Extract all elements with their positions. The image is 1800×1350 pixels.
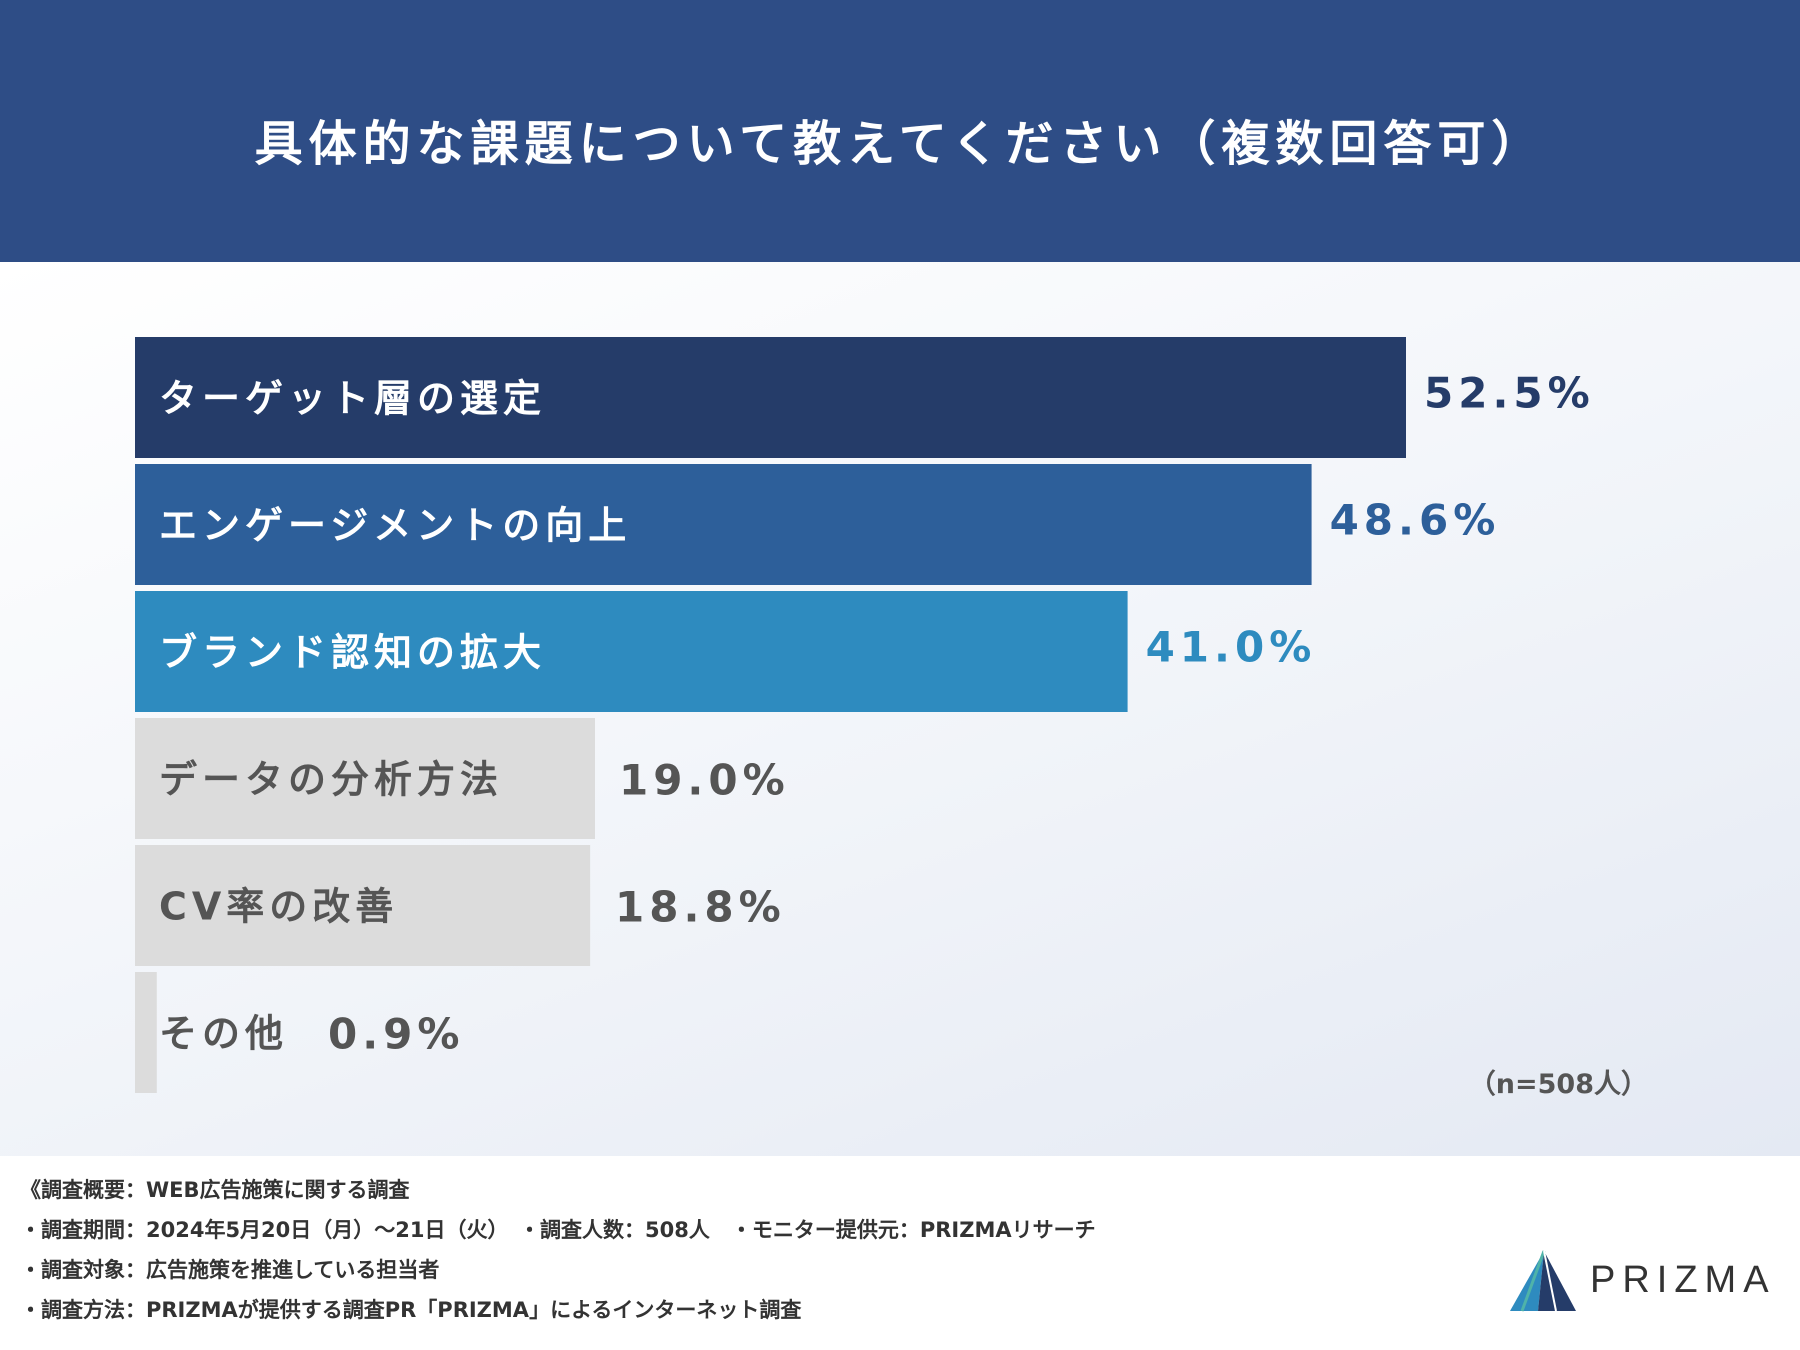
value-label: 19.0%: [619, 756, 790, 805]
value-label: 48.6%: [1330, 496, 1501, 545]
category-label: ブランド認知の拡大: [159, 631, 546, 675]
value-label: 41.0%: [1146, 623, 1317, 672]
bar: [135, 845, 591, 966]
chart-area: ターゲット層の選定 52.5% エンゲージメントの向上 48.6% ブランド認知の拡大 4…: [0, 262, 1800, 1156]
bar: [135, 591, 1128, 712]
logo-text: PRIZMA: [1590, 1259, 1776, 1301]
sample-size-note: （n=508人）: [1468, 1069, 1648, 1100]
category-label: その他: [159, 1012, 288, 1056]
survey-period: ・調査期間：2024年5月20日（月）～21日（火） ・調査人数：508人 ・モ…: [20, 1218, 1096, 1242]
category-label: データの分析方法: [159, 758, 503, 802]
survey-method: ・調査方法：PRIZMAが提供する調査PR「PRIZMA」によるインターネット調…: [20, 1298, 802, 1322]
survey-summary: 《調査概要：WEB広告施策に関する調査: [20, 1178, 410, 1202]
bar: [135, 972, 157, 1093]
bar-chart: ターゲット層の選定 52.5% エンゲージメントの向上 48.6% ブランド認知の拡大 4…: [135, 337, 1595, 1093]
category-label: CV率の改善: [159, 885, 398, 929]
bar: [135, 337, 1406, 458]
prizma-logo: PRIZMA: [1508, 1249, 1769, 1319]
category-label: エンゲージメントの向上: [159, 504, 631, 548]
category-label: ターゲット層の選定: [159, 377, 546, 421]
value-label: 0.9%: [328, 1010, 464, 1059]
header-banner: 具体的な課題について教えてください（複数回答可）: [0, 0, 1800, 262]
survey-target: ・調査対象：広告施策を推進している担当者: [20, 1258, 440, 1282]
value-label: 18.8%: [615, 883, 786, 932]
bar: [135, 718, 595, 839]
page-title: 具体的な課題について教えてください（複数回答可）: [254, 116, 1546, 172]
bar: [135, 464, 1312, 585]
survey-footer: 《調査概要：WEB広告施策に関する調査 ・調査期間：2024年5月20日（月）～…: [0, 1156, 1800, 1350]
value-label: 52.5%: [1424, 369, 1595, 418]
prizma-logo-icon: [1510, 1250, 1576, 1312]
